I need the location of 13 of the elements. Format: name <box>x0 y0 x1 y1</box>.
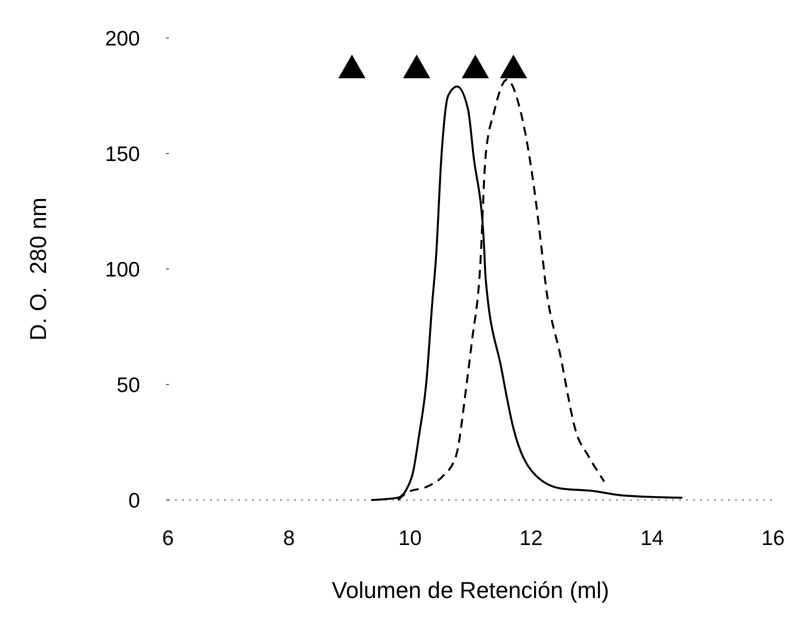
x-tick-label: 10 <box>398 527 422 550</box>
x-tick-label: 8 <box>283 527 295 550</box>
y-tick-label: 100 <box>104 258 140 282</box>
x-axis-title: Volumen de Retención (ml) <box>332 577 610 603</box>
x-tick-label: 6 <box>162 527 174 550</box>
y-axis-title: D. O. 280 nm <box>25 197 51 341</box>
x-tick-label: 12 <box>519 527 543 550</box>
y-tick-label: 0 <box>128 489 140 512</box>
x-tick-label: 16 <box>761 527 785 550</box>
y-tick-label: 200 <box>104 27 140 50</box>
y-tick-label: 50 <box>116 374 140 397</box>
y-tick-label: 150 <box>104 142 140 166</box>
x-tick-label: 14 <box>640 527 664 550</box>
